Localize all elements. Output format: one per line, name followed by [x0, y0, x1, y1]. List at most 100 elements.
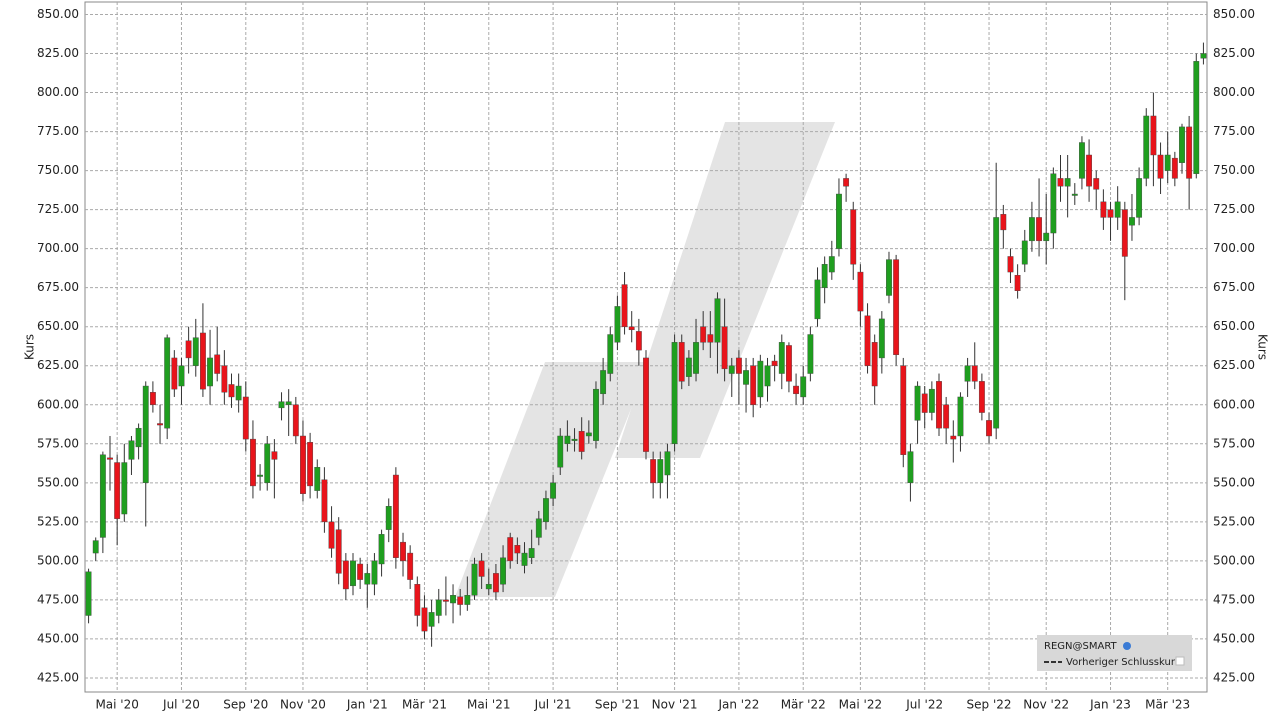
candle-body [85, 571, 92, 616]
x-tick-label: Jul '20 [162, 698, 200, 712]
candle-body [221, 365, 228, 393]
candle-body [735, 357, 742, 374]
candle-body [500, 557, 506, 585]
candle-body [264, 443, 271, 484]
x-tick-label: Sep '21 [595, 698, 640, 712]
candle-body [521, 552, 528, 566]
candle-body [149, 392, 156, 405]
candle-body [235, 385, 242, 401]
candle-body [700, 326, 707, 343]
candle-body [1150, 115, 1157, 156]
candle-body [128, 440, 135, 460]
y-tick-label: 425.00 [1213, 670, 1255, 684]
y-axis-label: Kurs [23, 334, 37, 360]
candle-body [800, 376, 807, 398]
candle-body [1021, 240, 1028, 265]
candle-body [321, 479, 328, 523]
y-tick-label: 650.00 [37, 319, 79, 333]
candle-body [600, 370, 607, 395]
candle-body [350, 560, 356, 587]
y-axis-label: Kurs [1256, 334, 1270, 360]
candle-body [1200, 53, 1207, 59]
candle-body [671, 342, 678, 444]
candle-body [807, 334, 814, 374]
candle-body [342, 560, 349, 590]
legend-label: Vorheriger Schlusskurs [1066, 657, 1180, 668]
y-tick-label: 625.00 [37, 358, 79, 372]
candle-body [493, 573, 499, 593]
candle-body [157, 423, 163, 426]
candle-body [886, 259, 892, 296]
candle-body [1050, 173, 1057, 234]
watermark-shape [455, 362, 650, 597]
y-tick-label: 500.00 [37, 553, 79, 567]
x-tick-label: Nov '21 [652, 698, 698, 712]
y-tick-label: 450.00 [1213, 631, 1255, 645]
candle-body [314, 467, 321, 491]
candle-body [585, 432, 592, 437]
y-tick-label: 575.00 [37, 436, 79, 450]
candle-body [335, 529, 342, 574]
candle-body [907, 451, 914, 484]
legend-checkbox[interactable] [1175, 656, 1185, 666]
candle-body [893, 259, 900, 356]
y-tick-label: 750.00 [1213, 163, 1255, 177]
candle-body [1064, 178, 1071, 187]
x-tick-label: Mai '21 [467, 698, 510, 712]
candle-body [1093, 178, 1100, 190]
candle-body [378, 534, 385, 565]
x-tick-label: Jan '23 [1089, 698, 1131, 712]
candle-body [928, 388, 935, 413]
candle-body [1086, 154, 1092, 187]
candle-body [114, 462, 121, 519]
candle-body [1164, 154, 1171, 171]
candle-body [200, 332, 206, 390]
y-tick-label: 600.00 [37, 397, 79, 411]
candle-body [764, 365, 771, 387]
candle-body [678, 342, 685, 382]
candle-body [1036, 217, 1042, 242]
candle-body [414, 584, 421, 616]
candle-body [442, 599, 449, 602]
candle-body [593, 388, 599, 441]
candle-body [464, 595, 471, 605]
plot-frame [84, 1, 1208, 693]
candle-body [543, 498, 549, 523]
candle-body [535, 518, 542, 538]
candle-body [1014, 274, 1021, 292]
candle-body [292, 404, 299, 437]
candle-body [1143, 115, 1150, 179]
candle-body [450, 595, 456, 604]
candle-body [242, 396, 249, 440]
y-tick-label: 700.00 [37, 241, 79, 255]
legend: REGN@SMART Vorheriger Schlusskurs [1037, 635, 1192, 671]
candle-body [950, 435, 957, 440]
candle-body [714, 298, 721, 343]
y-tick-label: 575.00 [1213, 436, 1255, 450]
y-tick-label: 775.00 [1213, 124, 1255, 138]
candle-body [400, 541, 406, 562]
candle-body [621, 284, 628, 327]
candle-body [1136, 178, 1143, 218]
candle-body [1114, 201, 1121, 218]
candle-body [978, 381, 985, 413]
candle-body [392, 474, 399, 558]
candle-body [471, 563, 478, 596]
y-tick-label: 675.00 [37, 280, 79, 294]
candle-body [507, 537, 514, 562]
candle-body [757, 360, 764, 398]
candle-body [900, 365, 907, 455]
candle-body [821, 264, 828, 288]
candle-body [728, 365, 735, 374]
candle-body [564, 435, 571, 444]
candle-body [786, 345, 792, 382]
candle-body [92, 540, 99, 554]
y-tick-label: 625.00 [1213, 358, 1255, 372]
y-tick-label: 825.00 [1213, 46, 1255, 60]
candle-body [578, 431, 585, 452]
y-tick-label: 750.00 [37, 163, 79, 177]
candle-body [121, 462, 128, 515]
candle-body [357, 563, 364, 580]
candle-body [178, 365, 185, 387]
candle-body [693, 342, 699, 374]
